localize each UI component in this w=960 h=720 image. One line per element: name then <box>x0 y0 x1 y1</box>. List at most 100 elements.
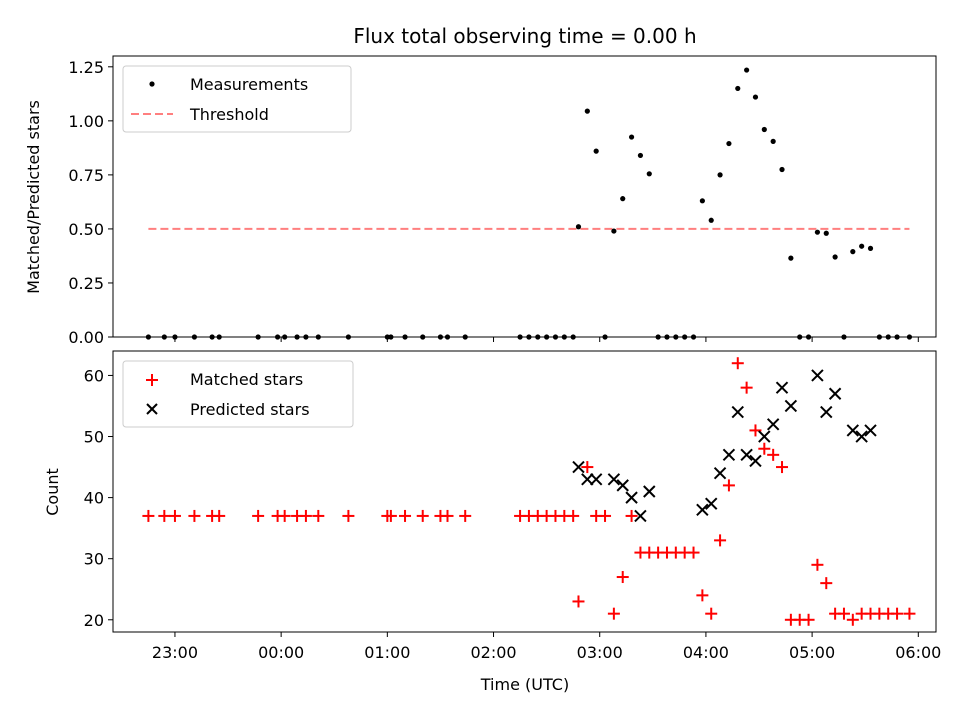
bottom-legend-box <box>122 360 354 428</box>
measurement-point <box>735 85 741 92</box>
matched-star-point <box>607 607 620 620</box>
bottom-y-tick-label: 60 <box>84 366 104 385</box>
x-tick-label: 00:00 <box>258 643 304 662</box>
bottom-x-ticks: 23:00 00:00 01:00 02:00 03:00 04:00 05:00 06:00 <box>152 632 941 662</box>
x-axis-label: Time (UTC) <box>480 675 569 694</box>
top-y-ticks: 0.00 0.25 0.50 0.75 1.00 1.25 <box>68 58 113 347</box>
predicted-star-point <box>722 448 736 462</box>
matched-star-point <box>705 607 718 620</box>
matched-star-point <box>714 534 727 547</box>
bottom-y-ticks: 20 30 40 50 60 <box>84 366 113 630</box>
measurement-point <box>752 94 759 100</box>
predicted-star-point <box>696 503 709 517</box>
bottom-axes-frame <box>112 350 937 633</box>
predicted-star-point <box>607 473 621 486</box>
predicted-star-point <box>749 454 762 468</box>
bottom-y-tick-label: 30 <box>84 550 104 569</box>
bottom-legend: Matched stars Predicted stars <box>122 360 354 428</box>
measurement-point <box>859 243 865 249</box>
predicted-star-point <box>634 509 647 523</box>
measurement-point <box>761 126 767 133</box>
x-tick-label: 02:00 <box>470 643 516 662</box>
predicted-star-point <box>740 448 753 462</box>
matched-star-point <box>278 509 291 522</box>
matched-star-point <box>758 442 771 455</box>
matched-star-point <box>820 577 833 590</box>
x-tick-label: 05:00 <box>789 643 835 662</box>
matched-star-point <box>567 509 580 522</box>
x-tick-label: 04:00 <box>683 643 729 662</box>
predicted-star-point <box>705 497 718 510</box>
matched-star-point <box>696 589 709 602</box>
legend-marker-predicted-stars <box>146 403 158 415</box>
predicted-star-point <box>766 418 780 431</box>
matched-star-point <box>722 479 735 492</box>
measurement-point <box>814 229 821 235</box>
measurement-point <box>779 166 785 173</box>
matched-star-point <box>342 509 355 522</box>
matched-star-point <box>252 509 265 522</box>
matched-star-point <box>158 509 171 522</box>
predicted-star-point <box>758 430 771 443</box>
predicted-star-point <box>828 387 842 400</box>
bottom-plot-area <box>142 357 916 626</box>
measurement-point <box>575 224 582 230</box>
legend-label-predicted-stars: Predicted stars <box>190 400 310 419</box>
predicted-star-point <box>775 381 789 394</box>
top-axes-frame <box>112 55 937 338</box>
matched-star-point <box>776 461 789 474</box>
x-tick-label: 23:00 <box>152 643 198 662</box>
predicted-star-point <box>811 369 824 382</box>
top-panel: 0.00 0.25 0.50 0.75 1.00 1.25 Matched/Predict… <box>24 55 937 347</box>
measurement-point <box>744 67 750 73</box>
bottom-y-axis-label: Count <box>43 468 62 516</box>
matched-star-point <box>441 509 454 522</box>
matched-star-point <box>168 509 181 522</box>
predicted-star-point <box>784 399 798 413</box>
measurement-point <box>646 171 652 177</box>
top-y-axis-label: Matched/Predicted stars <box>24 100 43 294</box>
measurement-point <box>637 152 644 159</box>
top-y-tick-label: 0.00 <box>68 328 104 347</box>
predicted-star-point <box>581 473 594 486</box>
matched-star-point <box>312 509 325 522</box>
matched-star-point <box>581 461 594 474</box>
measurement-point <box>584 108 590 114</box>
top-y-tick-label: 0.25 <box>68 274 104 293</box>
matched-star-point <box>767 448 780 461</box>
predicted-star-point <box>625 491 638 504</box>
bottom-y-tick-label: 40 <box>84 489 104 508</box>
predicted-star-point <box>589 473 603 486</box>
matched-star-point <box>572 595 585 608</box>
bottom-panel: 20 30 40 50 60 23:00 00:00 01:00 02:00 03:00 04:0… <box>43 350 941 694</box>
chart-title: Flux total observing time = 0.00 h <box>353 24 696 48</box>
legend-marker-measurements <box>149 81 155 87</box>
matched-star-point <box>731 357 744 370</box>
legend-marker-matched-stars <box>146 374 158 386</box>
measurement-point <box>699 198 705 204</box>
matched-star-point <box>299 509 312 522</box>
matched-star-point <box>903 607 916 620</box>
matched-star-point <box>625 509 638 522</box>
matched-star-point <box>142 509 155 522</box>
measurement-point <box>867 245 874 251</box>
matched-star-point <box>399 509 412 522</box>
top-y-tick-label: 1.00 <box>68 112 104 131</box>
legend-label-measurements: Measurements <box>190 75 308 94</box>
matched-star-point <box>802 613 815 626</box>
matched-star-point <box>687 546 700 559</box>
legend-label-matched-stars: Matched stars <box>190 370 303 389</box>
matched-star-point <box>740 381 753 394</box>
top-y-tick-label: 0.75 <box>68 166 104 185</box>
matched-star-point <box>416 509 429 522</box>
predicted-star-point <box>713 466 727 480</box>
bottom-y-tick-label: 20 <box>84 611 104 630</box>
measurement-point <box>708 217 714 223</box>
top-legend-box <box>122 65 352 133</box>
top-y-tick-label: 1.25 <box>68 58 104 77</box>
matched-star-point <box>213 509 226 522</box>
x-tick-label: 01:00 <box>364 643 410 662</box>
legend-label-threshold: Threshold <box>189 105 269 124</box>
matched-star-point <box>837 607 850 620</box>
predicted-star-point <box>846 424 860 437</box>
